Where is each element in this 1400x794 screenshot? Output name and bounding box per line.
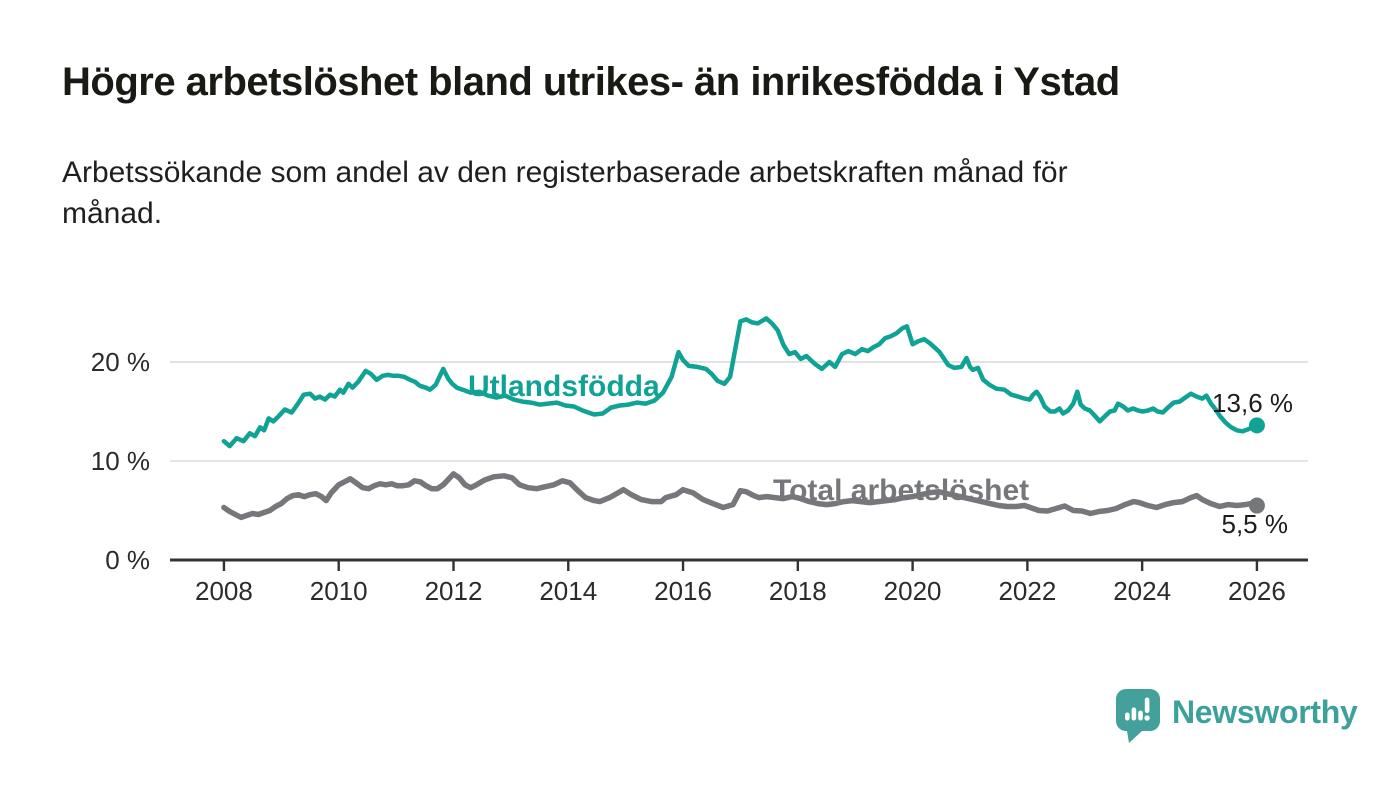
y-tick-label: 0 % bbox=[105, 545, 150, 575]
x-tick-label: 2020 bbox=[884, 576, 942, 606]
newsworthy-branding: Newsworthy bbox=[1114, 687, 1358, 745]
series-label-utlandsfodda: Utlandsfödda bbox=[468, 370, 660, 403]
chart-labels: Utlandsfödda Total arbetslöshet 13,6 % 5… bbox=[468, 370, 1293, 539]
x-tick-label: 2008 bbox=[195, 576, 253, 606]
bar-medium bbox=[1138, 710, 1143, 721]
line-total-arbetsloshet bbox=[221, 471, 1260, 521]
x-tick-label: 2016 bbox=[654, 576, 712, 606]
line-utlandsfodda bbox=[221, 316, 1260, 449]
bar-tall bbox=[1131, 707, 1137, 721]
x-tick-label: 2010 bbox=[310, 576, 368, 606]
x-tick-label: 2022 bbox=[998, 576, 1056, 606]
x-tick-label: 2014 bbox=[539, 576, 597, 606]
newsworthy-logo-icon bbox=[1116, 689, 1160, 743]
line-chart: 0 % 10 % 20 % 2008 2010 2012 2014 2016 2018 2020… bbox=[91, 316, 1308, 606]
bar-small bbox=[1125, 712, 1130, 721]
brand-name: Newsworthy bbox=[1172, 693, 1358, 730]
end-dot-total-arbetsloshet bbox=[1248, 497, 1265, 514]
y-tick-label: 20 % bbox=[91, 347, 150, 377]
subtitle-line-1: Arbetssökande som andel av den registerb… bbox=[62, 156, 1068, 189]
exclamation-dot bbox=[1144, 715, 1150, 721]
x-tick-label: 2012 bbox=[425, 576, 483, 606]
series-lines bbox=[221, 316, 1265, 521]
y-tick-label: 10 % bbox=[91, 446, 150, 476]
speech-bubble-shape bbox=[1116, 689, 1160, 743]
subtitle-line-2: månad. bbox=[62, 197, 163, 230]
exclamation-bar bbox=[1144, 697, 1150, 713]
x-tick-label: 2018 bbox=[769, 576, 827, 606]
end-value-label-utlandsfodda: 13,6 % bbox=[1212, 388, 1293, 418]
series-label-total-arbetsloshet: Total arbetslöshet bbox=[773, 474, 1029, 507]
axes: 2008 2010 2012 2014 2016 2018 2020 2022 2024 2026 bbox=[170, 558, 1308, 606]
end-value-label-total: 5,5 % bbox=[1222, 509, 1289, 539]
page-title: Högre arbetslöshet bland utrikes- än inr… bbox=[62, 60, 1120, 104]
chart-subtitle: Arbetssökande som andel av den registerb… bbox=[62, 152, 1342, 234]
x-tick-label: 2026 bbox=[1228, 576, 1286, 606]
gridlines: 0 % 10 % 20 % bbox=[91, 347, 1308, 575]
end-dot-utlandsfodda bbox=[1248, 417, 1265, 434]
x-tick-label: 2024 bbox=[1113, 576, 1171, 606]
